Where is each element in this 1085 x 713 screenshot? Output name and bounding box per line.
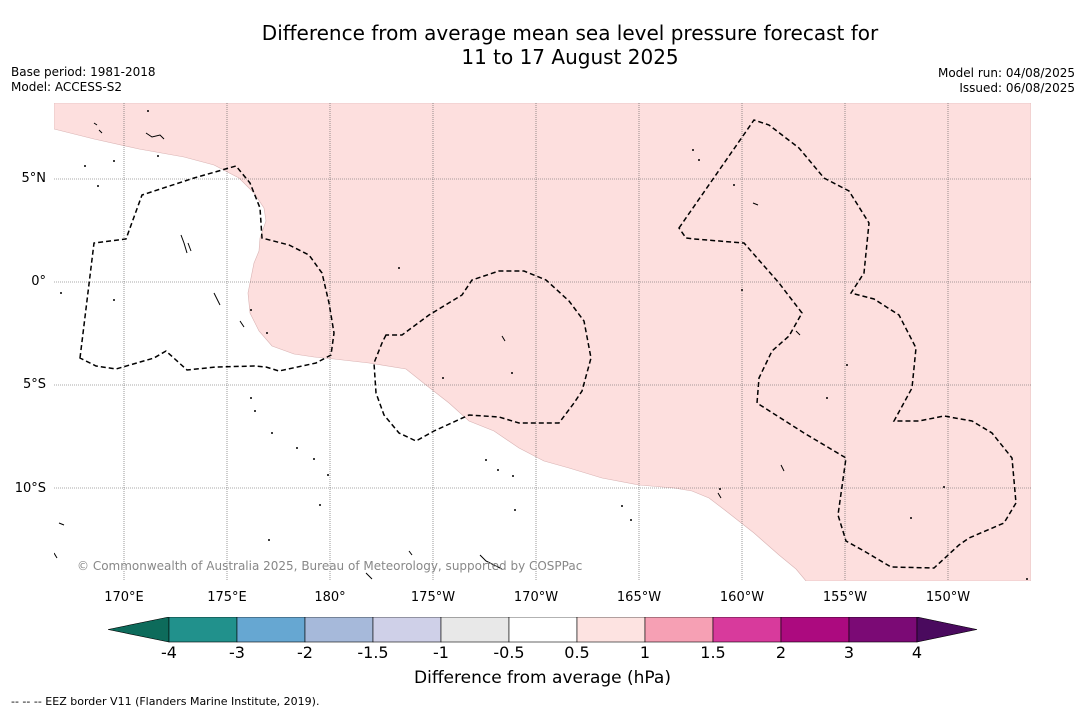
copyright-notice: © Commonwealth of Australia 2025, Bureau… [77,559,583,573]
positive-anomaly-region [54,103,1031,581]
colorbar [108,617,978,643]
lat-label-5n: 5°N [21,171,47,186]
eez-kiribati-gilberts [79,165,335,372]
lon-label-155w: 155°W [822,590,868,605]
colorbar-segment [848,617,918,643]
colorbar-tick-label: -3 [229,643,245,662]
colorbar-tick-label: 1.5 [700,643,726,662]
colorbar-tick-label: 1 [639,643,651,662]
lon-label-170e: 170°E [104,590,144,605]
graticule [54,103,1031,581]
model-name: Model: ACCESS-S2 [11,80,123,94]
colorbar-segment [168,617,238,643]
lon-label-160w: 160°W [719,590,765,605]
colorbar-title: Difference from average (hPa) [414,668,671,688]
colorbar-tick-label: 2 [775,643,787,662]
title-line-2: 11 to 17 August 2025 [461,45,679,69]
colorbar-tick-label: -1.5 [357,643,389,662]
lat-label-5s: 5°S [22,377,46,392]
colorbar-tick-label: 4 [911,643,923,662]
issued-date: Issued: 06/08/2025 [959,81,1075,95]
lon-label-170w: 170°W [513,590,559,605]
colorbar-high-extension [916,617,978,643]
map-title: Difference from average mean sea level p… [0,21,1085,69]
map-canvas [54,103,1031,581]
colorbar-tick-label: -0.5 [493,643,525,662]
colorbar-segment [780,617,850,643]
colorbar-low-extension [108,617,170,643]
eez-tokelau [373,270,592,442]
island-dots [60,110,1028,580]
colorbar-tick-label: 3 [843,643,855,662]
model-run: Model run: 04/08/2025 [937,66,1075,80]
colorbar-segment [712,617,782,643]
colorbar-segment [508,617,578,643]
colorbar-segment [304,617,374,643]
colorbar-tick-label: -1 [433,643,449,662]
colorbar-segments [168,617,918,643]
colorbar-tick-label: 0.5 [564,643,590,662]
colorbar-segment [644,617,714,643]
meta-right: Model run: 04/08/2025 Issued: 06/08/2025 [938,66,1075,96]
lon-label-180: 180° [314,590,346,605]
colorbar-segment [440,617,510,643]
map-panel[interactable] [54,103,1031,581]
lat-label-0: 0° [31,274,46,289]
colorbar-tick-label: -4 [161,643,177,662]
title-line-1: Difference from average mean sea level p… [261,21,879,45]
islands [54,122,801,580]
lon-label-165w: 165°W [616,590,662,605]
lon-label-150w: 150°W [925,590,971,605]
eez-borders [79,119,1017,569]
colorbar-segment [576,617,646,643]
lat-label-10s: 10°S [14,481,46,496]
colorbar-segment [372,617,442,643]
colorbar-segment [236,617,306,643]
lon-label-175e: 175°E [207,590,247,605]
lon-label-175w: 175°W [410,590,456,605]
eez-kiribati-line-islands [678,119,1017,569]
eez-legend-note: -- -- -- EEZ border V11 (Flanders Marine… [11,695,320,708]
meta-left: Base period: 1981-2018 Model: ACCESS-S2 [11,65,156,95]
base-period: Base period: 1981-2018 [11,65,156,79]
colorbar-tick-label: -2 [297,643,313,662]
